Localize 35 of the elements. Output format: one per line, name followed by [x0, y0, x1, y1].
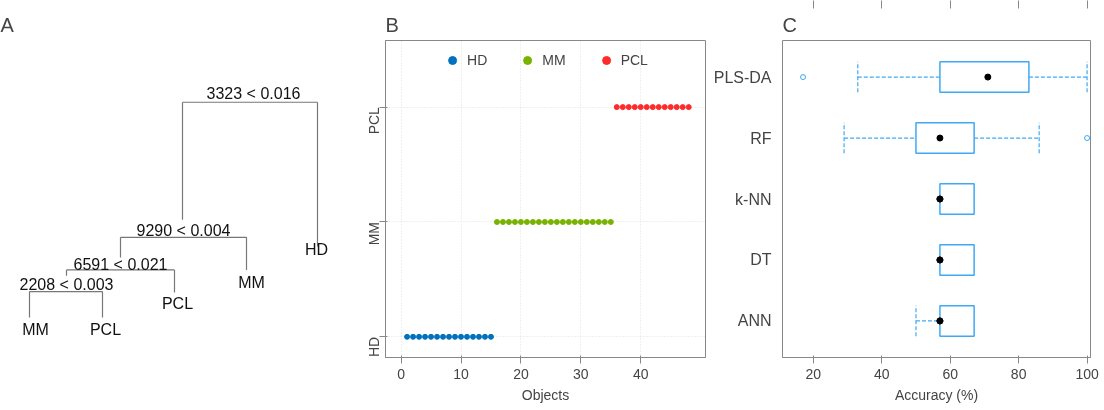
y-tick-label: ANN: [737, 312, 772, 330]
x-tick-label: 30: [573, 365, 589, 382]
text: HD: [304, 240, 329, 258]
y-tick-label: HD: [366, 336, 383, 358]
x-axis-title: Accuracy (%): [894, 386, 979, 403]
y-tick-label: PCL: [366, 106, 383, 135]
legend-label: HD: [467, 52, 488, 68]
text: 6591 < 0.021: [73, 255, 168, 273]
x-tick-label: 40: [873, 365, 890, 382]
y-tick-label: k-NN: [735, 190, 772, 208]
text: 9290 < 0.004: [136, 222, 231, 240]
y-tick-label: MM: [366, 221, 383, 246]
y-tick-label: PLS-DA: [713, 68, 772, 86]
y-tick-label: DT: [750, 251, 772, 269]
x-tick-label: 20: [513, 365, 529, 382]
text: MM: [22, 320, 49, 338]
x-axis-title: Objects: [521, 386, 570, 403]
x-tick-label: 0: [397, 365, 406, 382]
text: 2208 < 0.003: [19, 276, 114, 294]
x-tick-label: 10: [453, 365, 470, 382]
text: 3323 < 0.016: [206, 84, 301, 102]
x-tick-label: 60: [942, 365, 959, 382]
text: PCL: [161, 294, 194, 312]
x-tick-label: 40: [632, 365, 649, 382]
chart-title: B: [385, 13, 399, 36]
y-tick-label: RF: [750, 129, 772, 147]
text: A: [0, 13, 15, 36]
text: PCL: [89, 320, 122, 338]
x-tick-label: 80: [1010, 365, 1027, 382]
legend-label: MM: [542, 52, 566, 68]
legend-label: PCL: [620, 52, 648, 68]
chart-title: C: [782, 13, 797, 36]
x-tick-label: 100: [1075, 365, 1099, 382]
x-tick-label: 20: [805, 365, 822, 382]
text: MM: [238, 273, 265, 291]
